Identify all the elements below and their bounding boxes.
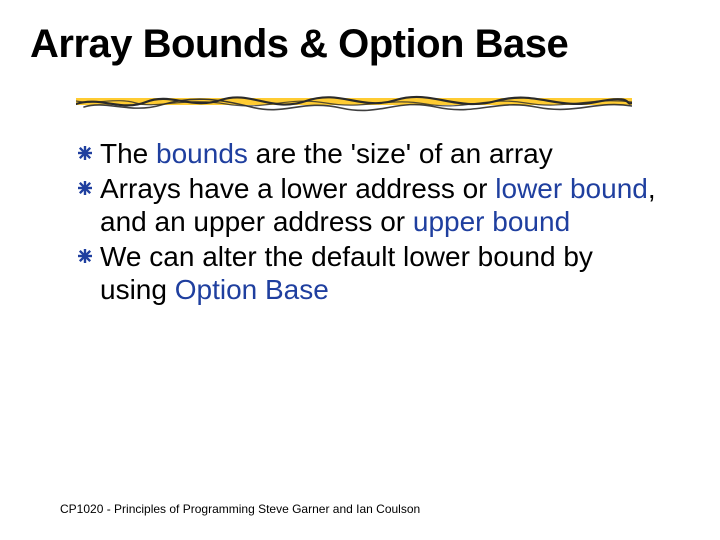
bullet-list: The bounds are the 'size' of an array Ar… [74, 137, 660, 306]
bullet-text: The bounds are the 'size' of an array [100, 137, 553, 170]
plain-text: are the 'size' of an array [248, 138, 553, 169]
bullet-icon [74, 142, 96, 164]
bullet-text: Arrays have a lower address or lower bou… [100, 172, 660, 238]
decor-scribble [76, 91, 632, 117]
highlight-text: Option Base [175, 274, 329, 305]
bullet-icon-wrap [74, 177, 96, 204]
title-underline-decor [76, 91, 632, 117]
bullet-icon-wrap [74, 142, 96, 169]
bullet-item: The bounds are the 'size' of an array [74, 137, 660, 170]
bullet-text: We can alter the default lower bound by … [100, 240, 660, 306]
plain-text: Arrays have a lower address or [100, 173, 495, 204]
plain-text: The [100, 138, 156, 169]
bullet-item: We can alter the default lower bound by … [74, 240, 660, 306]
bullet-icon [74, 177, 96, 199]
bullet-icon [74, 245, 96, 267]
highlight-text: bounds [156, 138, 248, 169]
slide-title: Array Bounds & Option Base [30, 22, 690, 67]
highlight-text: lower bound [495, 173, 648, 204]
bullet-item: Arrays have a lower address or lower bou… [74, 172, 660, 238]
slide-footer: CP1020 - Principles of Programming Steve… [60, 502, 420, 516]
slide: Array Bounds & Option Base The bounds ar… [0, 0, 720, 540]
highlight-text: upper bound [413, 206, 570, 237]
bullet-icon-wrap [74, 245, 96, 272]
